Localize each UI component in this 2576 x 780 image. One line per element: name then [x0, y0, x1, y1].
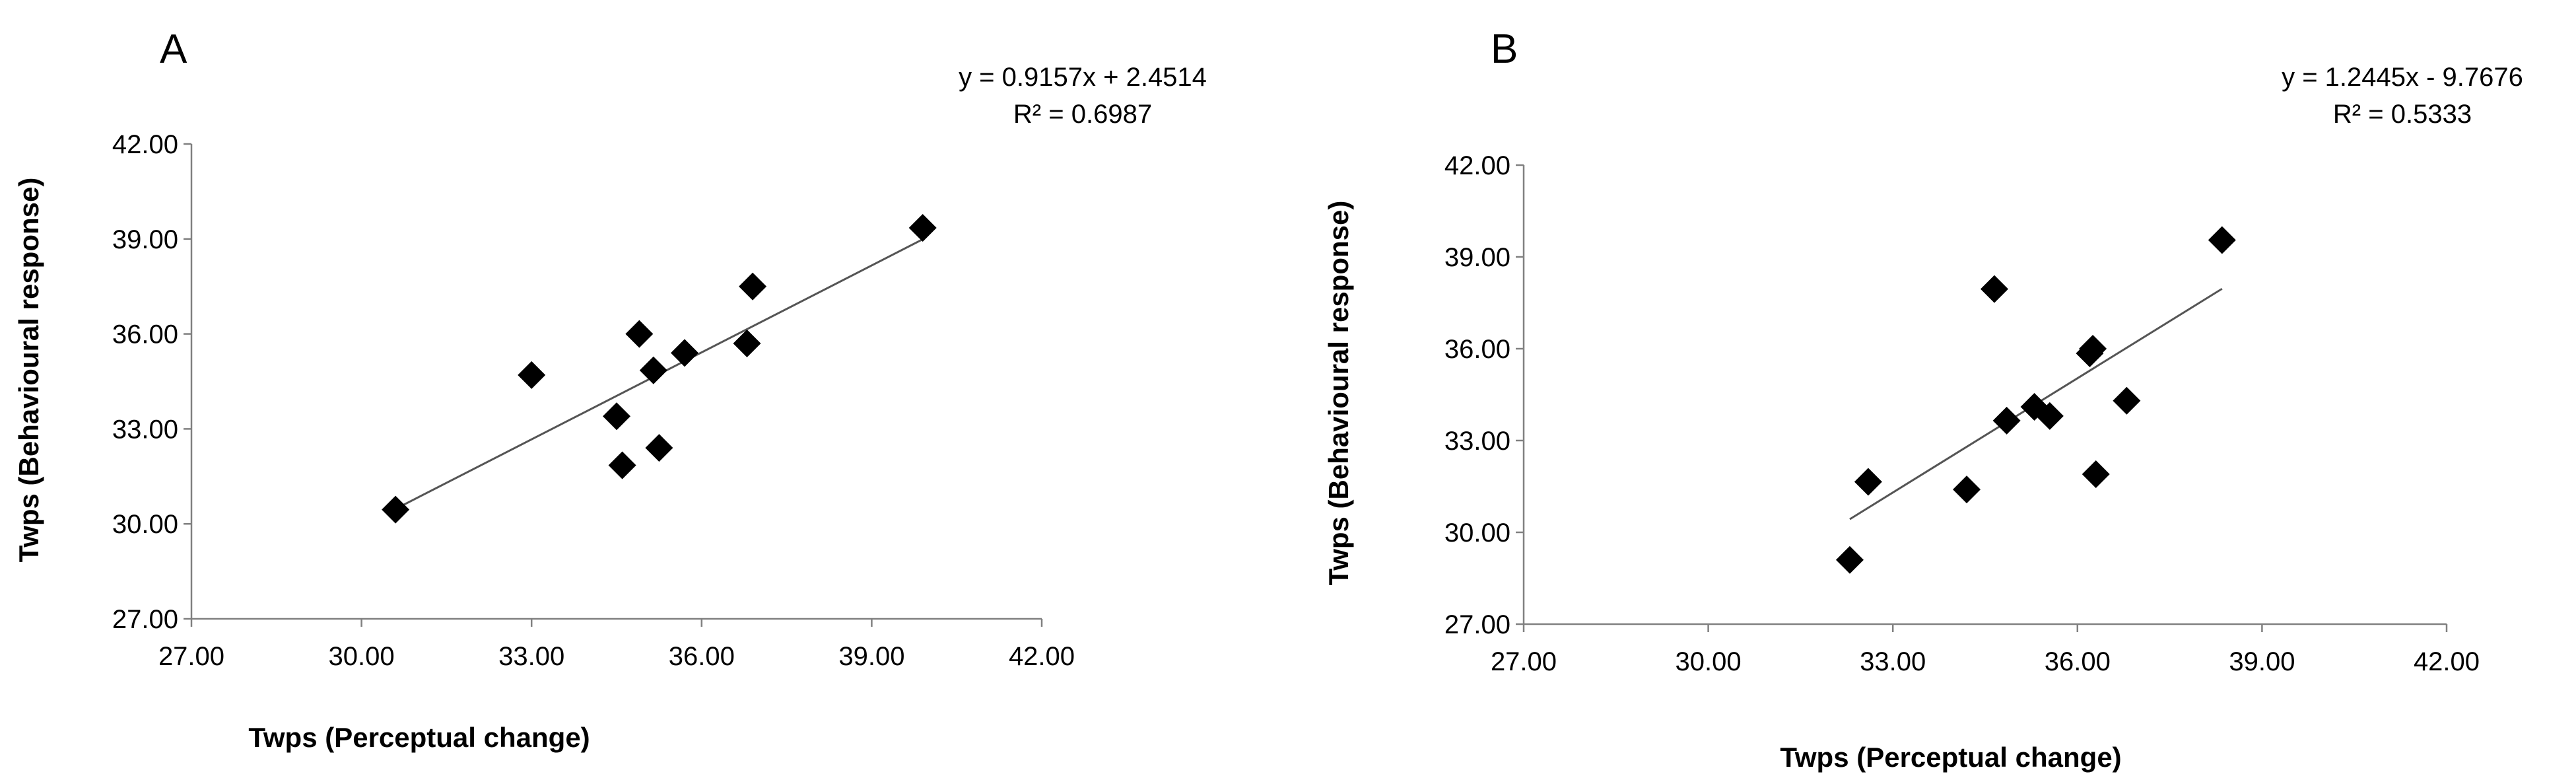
x-tick-label: 33.00: [1860, 647, 1926, 676]
data-point-marker: [1980, 275, 2008, 303]
data-point-marker: [625, 320, 654, 348]
y-tick-label: 39.00: [112, 225, 178, 254]
data-point-marker: [671, 339, 699, 367]
x-tick-label: 36.00: [669, 642, 735, 671]
panel-label-a: A: [160, 26, 187, 72]
x-tick-label: 39.00: [2229, 647, 2295, 676]
y-tick-label: 39.00: [1444, 243, 1510, 272]
ticks-b: 27.00 30.00 33.00 36.00 39.00 42.00 27.00 30.00…: [1444, 151, 2480, 676]
data-point-marker: [908, 214, 937, 242]
data-point-marker: [2113, 386, 2141, 415]
data-point-marker: [1854, 468, 1882, 496]
x-axis-title-a: Twps (Perceptual change): [248, 722, 590, 753]
x-tick-label: 27.00: [1491, 647, 1557, 676]
data-point-marker: [733, 329, 761, 357]
chart-panel-a: A y = 0.9157x + 2.4514 R² = 0.6987 Twps …: [13, 26, 1207, 753]
x-tick-label: 42.00: [2414, 647, 2480, 676]
data-point-marker: [382, 495, 410, 524]
ticks-a: 27.00 30.00 33.00 36.00 39.00 42.00 27.00 30.00…: [112, 130, 1075, 671]
data-point-marker: [2035, 402, 2064, 430]
y-tick-label: 33.00: [1444, 427, 1510, 456]
data-point-marker: [1953, 476, 1981, 504]
y-tick-label: 36.00: [112, 320, 178, 349]
data-point-marker: [603, 402, 630, 431]
y-axis-title-a: Twps (Behavioural response): [13, 178, 44, 563]
chart-panel-b: B y = 1.2445x - 9.7676 R² = 0.5333 Twps …: [1323, 26, 2523, 773]
y-tick-label: 33.00: [112, 415, 178, 444]
data-point-marker: [2079, 335, 2107, 363]
data-markers-a: [382, 214, 937, 524]
data-point-marker: [739, 272, 767, 301]
trendline-equation-b: y = 1.2445x - 9.7676: [2282, 63, 2523, 92]
y-tick-label: 42.00: [112, 130, 178, 159]
x-axis-title-b: Twps (Perceptual change): [1780, 742, 2121, 773]
data-point-marker: [1992, 406, 2021, 435]
data-point-marker: [518, 361, 546, 389]
data-point-marker: [639, 356, 667, 384]
x-tick-label: 30.00: [1676, 647, 1742, 676]
panel-label-b: B: [1491, 26, 1518, 72]
x-tick-label: 36.00: [2045, 647, 2111, 676]
data-point-marker: [608, 451, 636, 479]
y-tick-label: 30.00: [112, 510, 178, 539]
y-tick-label: 36.00: [1444, 335, 1510, 364]
x-tick-label: 42.00: [1009, 642, 1075, 671]
y-tick-label: 30.00: [1444, 518, 1510, 548]
data-point-marker: [645, 434, 673, 462]
y-tick-label: 27.00: [112, 605, 178, 634]
data-point-marker: [2082, 460, 2110, 488]
x-tick-label: 30.00: [329, 642, 395, 671]
trendline-equation-a: y = 0.9157x + 2.4514: [959, 63, 1207, 92]
data-point-marker: [1835, 546, 1864, 574]
y-axis-title-b: Twps (Behavioural response): [1323, 201, 1354, 586]
y-tick-label: 42.00: [1444, 151, 1510, 180]
y-tick-label: 27.00: [1444, 610, 1510, 639]
r-squared-label-b: R² = 0.5333: [2333, 100, 2472, 129]
data-markers-b: [1835, 226, 2236, 574]
data-point-marker: [2208, 226, 2236, 254]
x-tick-label: 33.00: [498, 642, 564, 671]
r-squared-label-a: R² = 0.6987: [1013, 100, 1152, 129]
x-tick-label: 39.00: [838, 642, 904, 671]
x-tick-label: 27.00: [158, 642, 224, 671]
